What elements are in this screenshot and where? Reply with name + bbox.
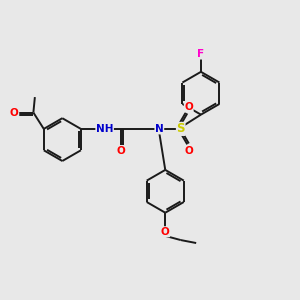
Text: O: O — [10, 108, 19, 118]
Text: O: O — [184, 102, 193, 112]
Text: O: O — [184, 146, 193, 156]
Text: S: S — [176, 122, 185, 135]
Text: O: O — [116, 146, 125, 156]
Text: NH: NH — [96, 124, 113, 134]
Text: N: N — [155, 124, 164, 134]
Text: F: F — [197, 49, 205, 59]
Text: O: O — [161, 227, 170, 237]
